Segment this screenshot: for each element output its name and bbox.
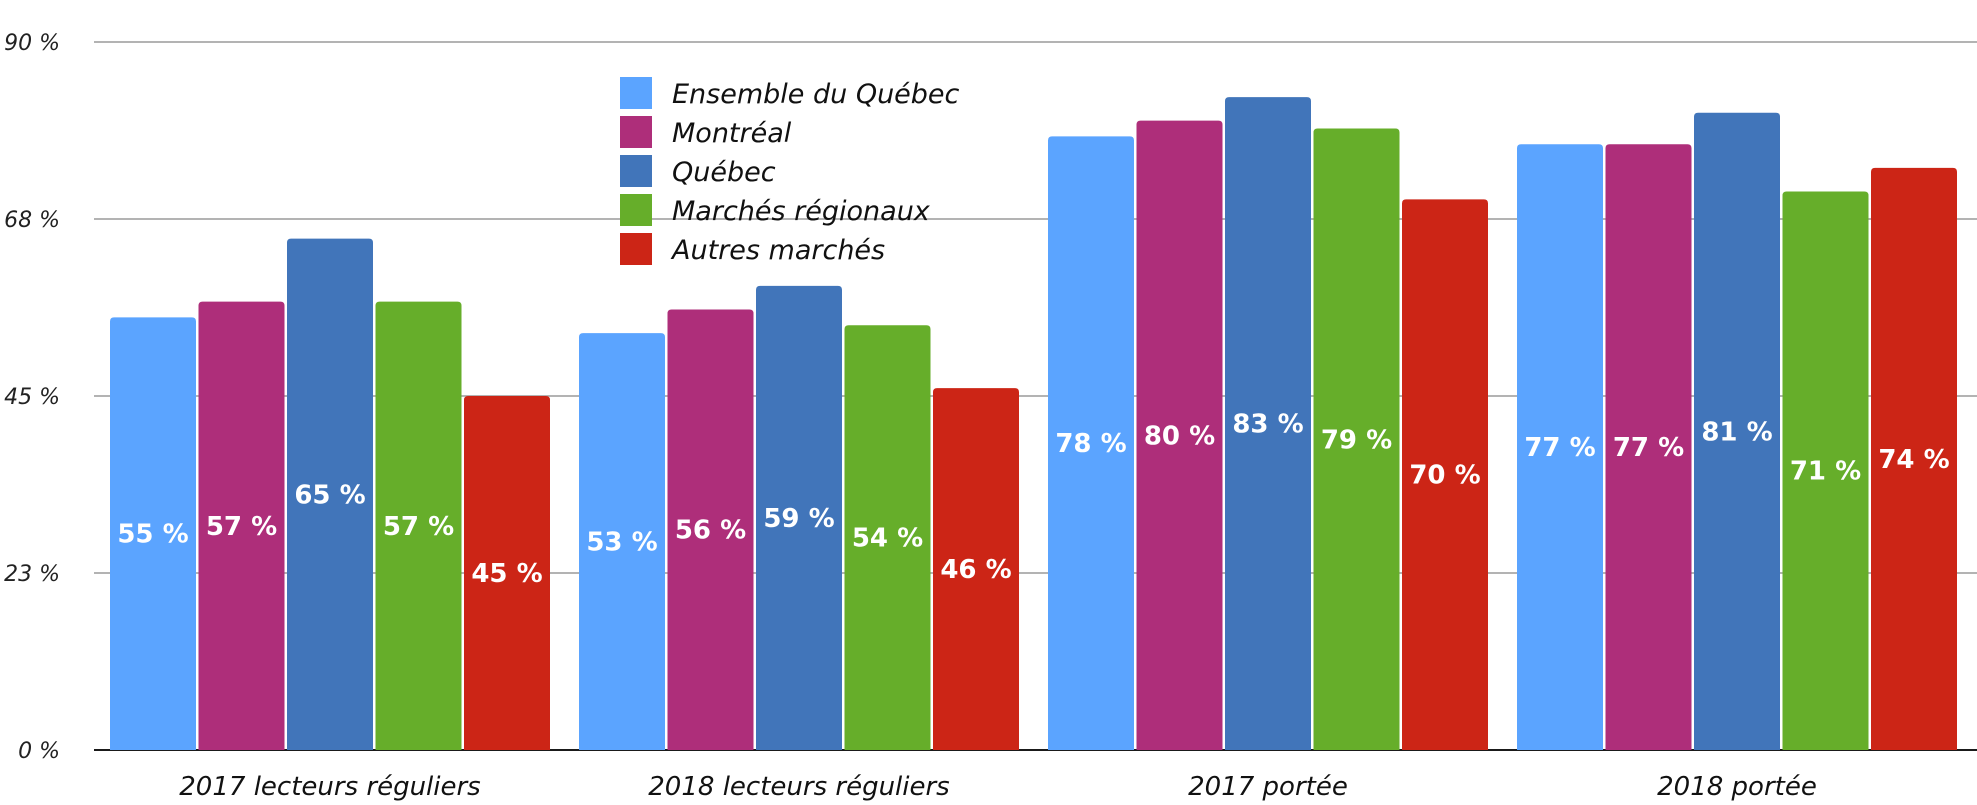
x-tick-label: 2017 portée xyxy=(1188,772,1348,802)
x-tick-label: 2018 portée xyxy=(1657,772,1817,802)
bar-marches-regionaux xyxy=(1313,128,1400,751)
legend-swatch-ensemble-du-quebec xyxy=(620,77,652,109)
data-label: 83 % xyxy=(1232,410,1303,440)
legend-label: Marchés régionaux xyxy=(672,196,931,227)
bar-quebec xyxy=(1225,97,1311,751)
y-tick-label: 45 % xyxy=(4,385,60,410)
legend-swatch-marches-regionaux xyxy=(620,194,652,226)
legend-swatch-autres-marches xyxy=(620,233,652,265)
data-label: 78 % xyxy=(1055,429,1126,459)
y-tick-label: 0 % xyxy=(18,739,60,764)
data-label: 79 % xyxy=(1321,425,1392,455)
y-tick-label: 90 % xyxy=(4,31,60,56)
legend-swatch-quebec xyxy=(620,155,652,187)
bar-marches-regionaux xyxy=(844,325,931,750)
bar-autres-marches xyxy=(1871,167,1957,750)
y-axis-ticks: 0 % 23 % 45 % 68 % 90 % xyxy=(4,31,60,764)
y-tick-label: 68 % xyxy=(4,208,60,233)
bar-quebec xyxy=(756,285,842,750)
bar-quebec xyxy=(287,238,373,750)
y-tick-label: 23 % xyxy=(4,562,60,587)
data-label: 53 % xyxy=(586,528,657,558)
legend-label: Montréal xyxy=(672,118,792,149)
legend-swatch-montreal xyxy=(620,116,652,148)
bar-ensemble-du-quebec xyxy=(1517,144,1603,750)
data-label: 57 % xyxy=(206,512,277,542)
bar-montreal xyxy=(198,301,285,750)
data-labels: 55 % 57 % 65 % 57 % 45 % 53 % 56 % 59 % 54 % 46 %… xyxy=(117,410,1949,589)
bar-autres-marches xyxy=(1402,199,1488,751)
bar-autres-marches xyxy=(933,388,1019,750)
legend-label: Ensemble du Québec xyxy=(672,79,960,110)
data-label: 65 % xyxy=(294,480,365,510)
data-label: 74 % xyxy=(1878,445,1949,475)
data-label: 54 % xyxy=(852,524,923,554)
legend: Ensemble du Québec Montréal Québec Marchés … xyxy=(620,77,960,266)
bar-marches-regionaux xyxy=(375,301,462,750)
data-label: 45 % xyxy=(471,559,542,589)
data-label: 71 % xyxy=(1790,457,1861,487)
data-label: 57 % xyxy=(383,512,454,542)
bar-montreal xyxy=(1136,120,1223,750)
bar-quebec xyxy=(1694,112,1780,751)
bar-montreal xyxy=(667,309,754,750)
data-label: 80 % xyxy=(1144,421,1215,451)
bar-ensemble-du-quebec xyxy=(110,317,196,750)
legend-label: Autres marchés xyxy=(670,235,885,266)
bars xyxy=(110,97,1957,751)
data-label: 70 % xyxy=(1409,461,1480,491)
data-label: 56 % xyxy=(675,516,746,546)
data-label: 81 % xyxy=(1701,417,1772,447)
bar-ensemble-du-quebec xyxy=(1048,136,1134,750)
data-label: 77 % xyxy=(1524,433,1595,463)
bar-autres-marches xyxy=(464,396,550,750)
data-label: 77 % xyxy=(1613,433,1684,463)
bar-marches-regionaux xyxy=(1782,191,1869,750)
x-tick-label: 2017 lecteurs réguliers xyxy=(179,772,480,802)
data-label: 55 % xyxy=(117,520,188,550)
bar-ensemble-du-quebec xyxy=(579,333,665,750)
x-tick-label: 2018 lecteurs réguliers xyxy=(648,772,949,802)
bar-montreal xyxy=(1605,144,1692,750)
legend-label: Québec xyxy=(672,157,776,188)
x-axis-labels: 2017 lecteurs réguliers 2018 lecteurs rég… xyxy=(179,772,1817,802)
data-label: 59 % xyxy=(763,504,834,534)
data-label: 46 % xyxy=(940,555,1011,585)
